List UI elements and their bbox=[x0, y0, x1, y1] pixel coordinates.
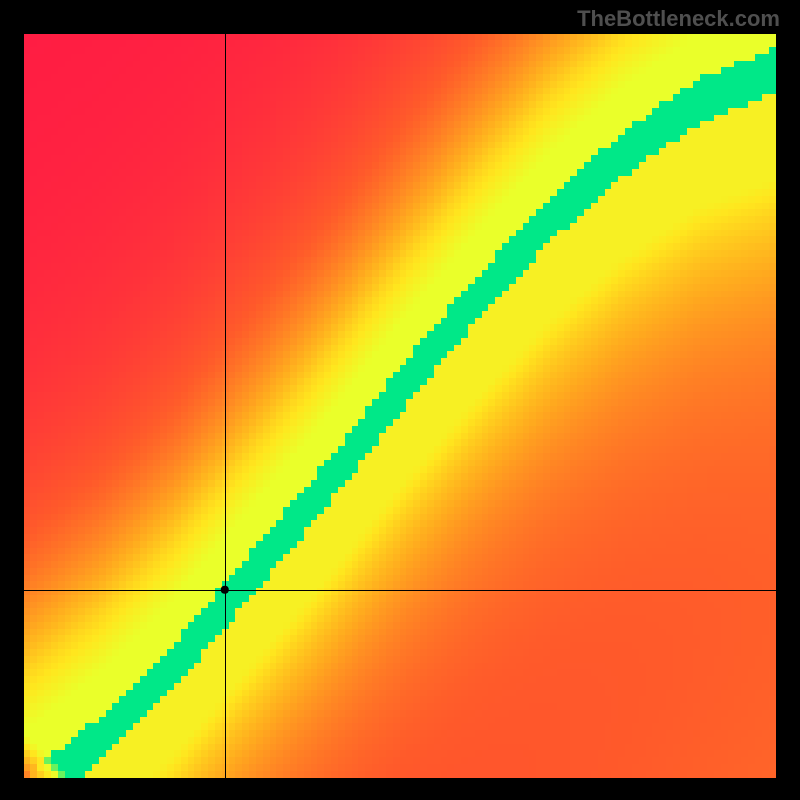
crosshair-overlay bbox=[24, 34, 776, 778]
chart-container: TheBottleneck.com bbox=[0, 0, 800, 800]
watermark-text: TheBottleneck.com bbox=[577, 6, 780, 32]
